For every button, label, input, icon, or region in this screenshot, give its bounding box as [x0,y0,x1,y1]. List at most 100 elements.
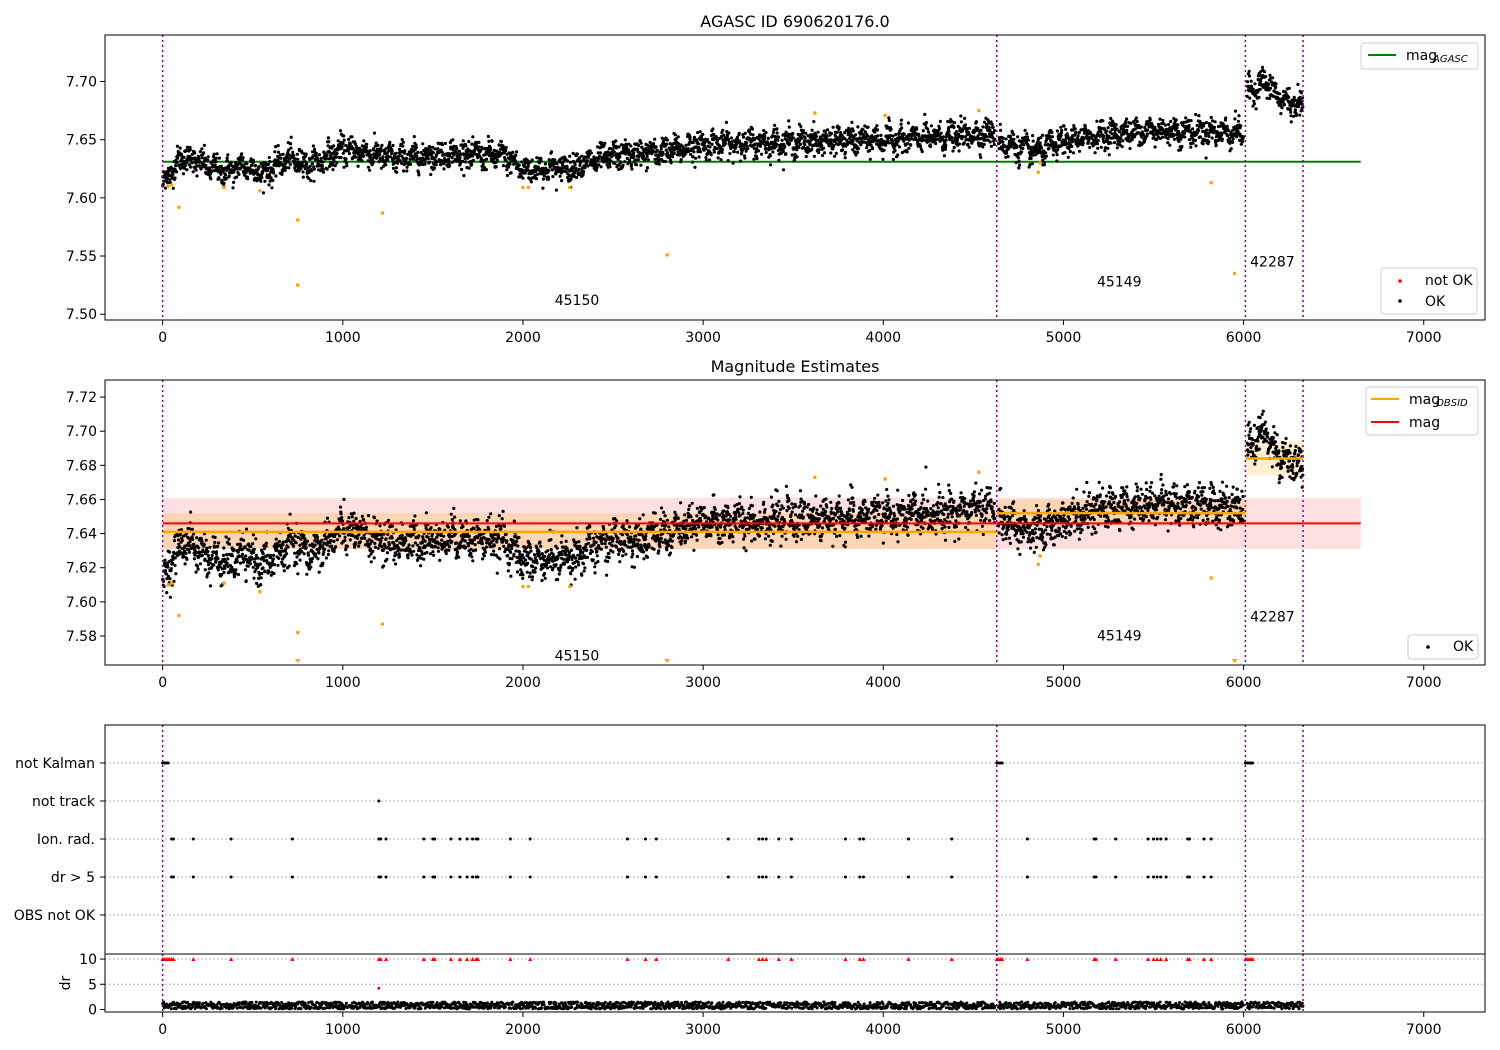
ok-point [314,151,318,155]
ok-point [450,156,454,160]
ok-point [363,150,367,154]
ok-point [565,165,569,169]
ok-point [850,120,854,124]
ok-point [535,156,539,160]
ok-point [338,129,343,133]
ok-point [1066,155,1070,159]
ok-point [203,156,207,160]
ok-point [1135,120,1139,124]
ok-point [320,538,324,542]
ok-point [458,156,462,160]
ok-point [989,144,994,148]
ok-point [704,147,708,151]
ok-point [937,127,942,131]
ok-point [1087,138,1091,142]
ok-point [216,568,220,572]
ok-point [707,158,712,162]
ok-point [896,153,900,157]
chart-title: Magnitude Estimates [711,357,880,376]
ok-point [795,155,799,159]
ok-point [769,163,773,167]
ok-point [1009,138,1014,142]
ok-point [671,155,675,159]
x-tick-label: 4000 [865,330,901,346]
ok-point [1073,127,1077,131]
ok-point [856,146,861,150]
ok-point [586,164,590,168]
ok-point [513,156,517,160]
ok-point [780,138,784,142]
ok-point [292,153,296,157]
ok-point [1062,124,1066,128]
ok-point [1298,113,1302,117]
ok-point [235,560,239,564]
ok-point [679,158,683,162]
ok-point [237,162,241,166]
ok-point [654,145,658,149]
ok-point [751,133,755,137]
ok-point [433,147,437,151]
ok-point [479,157,484,161]
ok-point [428,541,432,545]
ok-point [429,172,433,177]
ok-point [325,167,329,171]
ok-point [1287,86,1291,90]
ok-point [347,516,351,520]
ok-point [1194,112,1198,117]
ok-point [203,557,207,561]
ok-point [1090,136,1094,140]
ok-point [417,534,421,538]
ok-point [617,167,621,172]
ok-point [791,131,795,136]
ok-point [342,138,346,142]
ok-point [271,557,275,561]
ok-point [261,169,265,173]
ok-point [1044,151,1048,155]
ok-point [310,556,315,561]
ok-point [266,162,270,166]
obsid-label: 45149 [1097,274,1142,290]
ok-point [923,112,927,116]
ok-point [856,150,860,155]
ok-point [895,142,899,147]
ok-point [1241,135,1245,139]
ok-point [784,152,788,156]
ok-point [387,518,391,522]
ok-point [174,170,179,174]
ok-point [455,147,459,151]
outlier-point [1038,161,1042,165]
ok-point [550,168,555,172]
ok-point [451,138,455,142]
ok-point [691,155,695,159]
ok-point [864,141,868,145]
ok-point [375,519,379,523]
ok-point [866,134,870,138]
ok-point [254,553,258,558]
outlier-point [665,253,669,257]
ok-point [806,146,810,150]
ok-point [580,154,584,158]
ok-point [433,544,437,548]
ok-point [1077,130,1081,134]
ok-point [653,137,657,141]
ok-point [843,156,847,160]
ok-point [1280,106,1284,110]
ok-point [185,557,189,562]
ok-point [762,128,766,133]
ok-point [461,139,465,143]
ok-point [1178,132,1182,136]
ok-point [339,156,343,160]
ok-point [608,165,612,169]
ok-point [1266,82,1271,86]
ok-point [274,145,278,149]
ok-point [912,129,917,133]
ok-point [411,519,415,523]
x-tick-label: 2000 [505,330,541,346]
ok-point [325,516,330,520]
ok-point [867,140,871,144]
ok-point [1125,117,1129,121]
ok-point [174,572,178,576]
ok-point [171,172,175,176]
